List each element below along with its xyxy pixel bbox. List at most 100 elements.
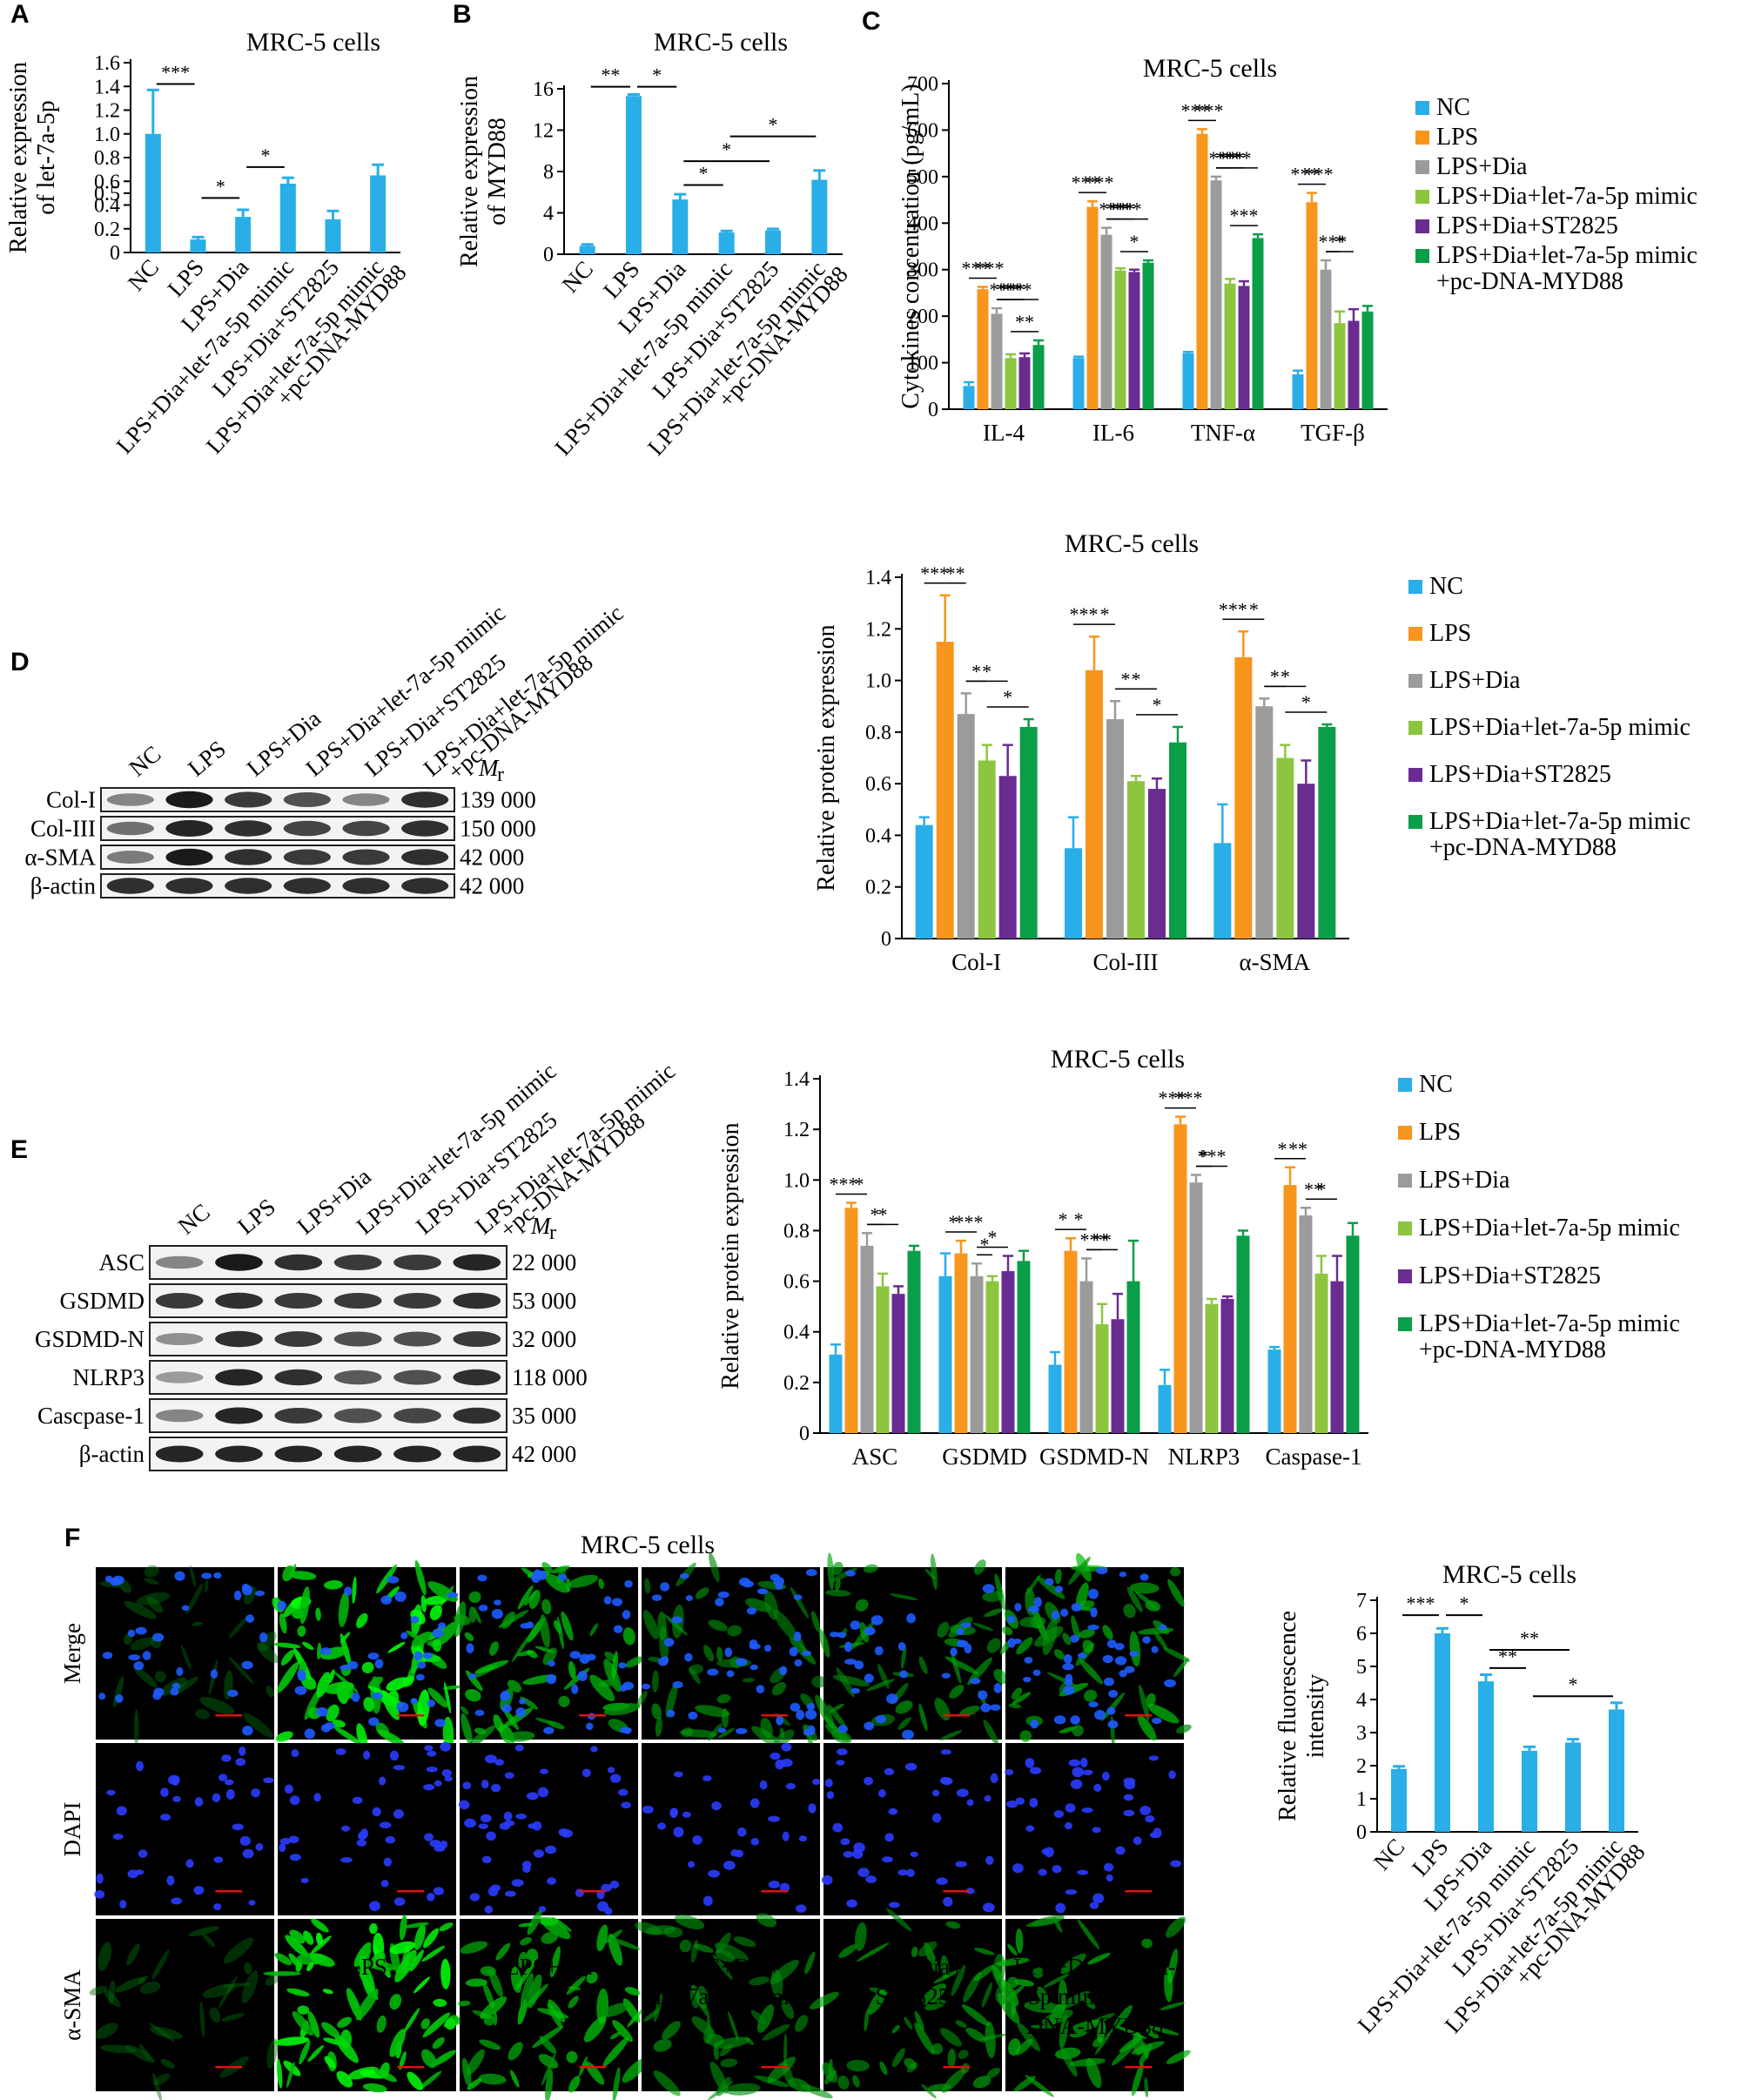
y-tick-label: 0.6 [783,1271,810,1294]
blot-band [225,820,272,837]
y-tick-label: 7 [1356,1590,1367,1612]
cell-fiber [421,2049,437,2069]
microscopy-column-label: LPS [346,1954,387,1980]
cell-fiber [508,2042,523,2061]
cell-fiber [394,1949,417,1982]
y-tick-label: 0.4 [783,1322,810,1344]
nucleus [982,1584,995,1593]
significance-label: *** [1159,1087,1187,1109]
cell-fiber [289,1571,317,1580]
nucleus [790,1702,801,1712]
bar-5 [811,179,828,254]
nucleus [387,1576,400,1584]
nucleus [692,1834,702,1845]
cell-fiber [811,1611,820,1632]
nucleus [232,1823,244,1831]
cell-fiber [108,1980,116,2005]
nucleus [515,1814,528,1820]
significance-label: * [1059,1208,1068,1230]
cell-fiber [949,1685,965,1699]
nucleus [413,1651,423,1661]
panel-label-D: D [10,648,30,676]
bar-1 [190,239,206,252]
y-tick-label: 0 [1356,1821,1367,1844]
cell-fiber [1153,1630,1168,1650]
cell-fiber [551,1565,570,1574]
nucleus [417,1661,427,1669]
nucleus [1064,1821,1072,1830]
cell-fiber [402,1675,415,1687]
nucleus [854,1660,864,1670]
nucleus [294,1686,307,1695]
cell-fiber [1054,1568,1062,1585]
nucleus [1133,1836,1142,1845]
cell-fiber [302,1641,314,1651]
cell-fiber [911,1946,918,1957]
nucleus [779,1666,788,1676]
significance-label: *** [1106,199,1135,220]
nucleus [897,1869,909,1876]
nucleus [857,1868,870,1877]
cell-fiber [524,1983,548,2009]
nucleus [212,1793,221,1803]
cell-fiber [983,1720,998,1746]
significance-label: *** [1086,172,1114,193]
cell-fiber [315,1932,323,1946]
cell-fiber [540,1614,550,1648]
cell-fiber [757,2004,774,2033]
bar-5-3 [1361,311,1374,409]
cell-fiber [144,1565,159,1578]
nucleus [577,1670,588,1681]
bar-2-0 [957,714,975,939]
cell-fiber [722,1707,729,1728]
cell-fiber [199,1696,235,1714]
bar-4-1 [1001,1270,1015,1433]
nucleus [241,1585,253,1596]
legend-label-5: LPS+Dia+let-7a-5p mimic [1429,808,1691,835]
microscopy-column-label: LPS+Dia [505,1954,593,1980]
bar-2-4 [1299,1215,1313,1433]
microscopy-column-label: ST2825 [876,1983,951,2009]
nucleus [213,1903,222,1910]
microscopy-column-label: LPS+Dia+let-7a- [1013,1954,1175,1980]
cell-fiber [152,2072,162,2100]
cell-fiber [1013,1979,1034,1987]
legend-swatch-4 [1415,219,1429,233]
bar-2-3 [1189,1182,1203,1433]
nucleus [746,1607,757,1615]
nucleus [185,1859,194,1868]
cell-fiber [1041,2009,1073,2025]
cell-fiber [742,1678,756,1683]
legend-label-1: LPS [1429,620,1471,647]
cell-fiber [1112,2005,1133,2029]
x-tick-label: GSDMD-N [1039,1444,1149,1470]
cell-fiber [387,1641,406,1653]
nucleus [672,1680,683,1689]
nucleus [441,1769,452,1778]
nucleus [864,1776,873,1786]
cell-fiber [1034,1625,1064,1647]
nucleus [383,1857,393,1867]
nucleus [369,1901,381,1911]
cell-fiber [568,1996,579,2009]
nucleus [735,1849,744,1858]
bar-5-2 [1252,238,1264,409]
x-tick-label: Col-III [1093,949,1159,975]
bar-1 [626,96,642,254]
nucleus [990,1773,998,1784]
microscopy-title: MRC-5 cells [581,1531,715,1559]
cell-fiber [1164,1967,1173,2002]
cell-fiber [1129,1631,1141,1667]
nucleus [775,1583,783,1590]
cell-fiber [877,1663,890,1689]
cell-fiber [505,1731,535,1742]
nucleus [837,1725,849,1733]
cell-fiber [846,2059,870,2072]
bar-2-0 [991,313,1003,409]
cell-fiber [836,1667,855,1698]
cell-fiber [891,2024,900,2034]
cell-fiber [1075,1582,1089,1610]
significance-label: *** [1174,1087,1203,1109]
nucleus [289,1795,300,1806]
nucleus [1096,1567,1108,1575]
